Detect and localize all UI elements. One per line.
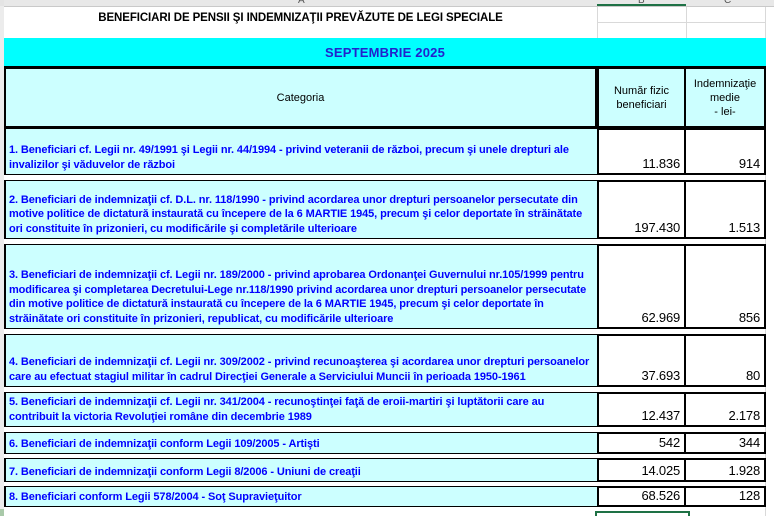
count-value: 12.437 [641,408,680,423]
avg-cell[interactable]: 344 [686,432,766,454]
avg-cell[interactable]: 2.178 [686,392,766,427]
table-row: 5. Beneficiari de indemnizaţii cf. Legii… [4,392,766,432]
avg-value: 1.928 [728,463,760,478]
category-cell[interactable]: 1. Beneficiari cf. Legii nr. 49/1991 şi … [4,128,597,175]
avg-cell[interactable]: 80 [686,334,766,387]
avg-value: 914 [738,156,760,171]
table-row: 3. Beneficiari de indemnizaţii cf. Legii… [4,244,766,334]
column-header-b[interactable]: B [638,0,645,6]
count-cell[interactable]: 62.969 [597,244,686,329]
count-value: 62.969 [641,310,680,325]
avg-cell[interactable]: 914 [686,128,766,175]
avg-cell[interactable]: 856 [686,244,766,329]
category-text: 5. Beneficiari de indemnizaţii cf. Legii… [9,396,545,423]
count-cell[interactable]: 12.437 [597,392,686,427]
category-cell[interactable]: 3. Beneficiari de indemnizaţii cf. Legii… [4,244,597,329]
period-label: SEPTEMBRIE 2025 [324,44,446,60]
header-count-line1: Număr fizic [613,84,669,97]
category-text: 7. Beneficiari de indemnizaţii conform L… [9,465,361,478]
avg-cell[interactable]: 1.513 [686,180,766,239]
category-cell[interactable]: 6. Beneficiari de indemnizaţii conform L… [4,432,597,454]
table-row: 7. Beneficiari de indemnizaţii conform L… [4,458,766,486]
header-avg-line2: medie [710,91,740,104]
gridline [597,22,766,23]
table-row: 4. Beneficiari de indemnizaţii cf. Legii… [4,334,766,392]
sheet-corner [0,0,4,6]
table-body: 1. Beneficiari cf. Legii nr. 49/1991 şi … [4,128,766,509]
category-text: 8. Beneficiari conform Legii 578/2004 - … [9,490,302,503]
avg-value: 80 [745,368,760,383]
count-value: 11.836 [642,156,680,171]
category-cell[interactable]: 2. Beneficiari de indemnizaţii cf. D.L. … [4,180,597,239]
header-cell-indemnizatie[interactable]: Indemnizaţie medie - lei- [686,69,766,128]
header-count-line2: beneficiari [616,98,667,111]
avg-value: 128 [738,488,760,503]
avg-value: 1.513 [728,220,760,235]
table-row: 1. Beneficiari cf. Legii nr. 49/1991 şi … [4,128,766,180]
period-band-cell[interactable]: SEPTEMBRIE 2025 [4,38,766,69]
count-value: 197.430 [634,220,680,235]
count-value: 68.526 [641,488,680,503]
category-text: 2. Beneficiari de indemnizaţii cf. D.L. … [9,193,583,235]
avg-value: 2.178 [728,408,760,423]
avg-value: 856 [738,310,760,325]
selected-column-indicator [597,4,686,6]
header-avg-line1: Indemnizaţie [693,77,757,90]
column-header-a[interactable]: A [298,0,305,6]
count-cell[interactable]: 197.430 [597,180,686,239]
row-header-strip[interactable] [0,6,4,516]
selected-row-indicator [0,509,4,516]
category-cell[interactable]: 7. Beneficiari de indemnizaţii conform L… [4,458,597,482]
avg-value: 344 [738,435,760,450]
category-text: 4. Beneficiari de indemnizaţii cf. Legii… [9,356,590,383]
sheet-title-cell[interactable]: BENEFICIARI DE PENSII ŞI INDEMNIZAŢII PR… [4,6,597,30]
count-cell[interactable]: 11.836 [597,128,686,175]
avg-cell[interactable]: 1.928 [686,458,766,482]
column-header-c[interactable]: C [724,0,732,6]
header-cell-categoria[interactable]: Categoria [4,69,597,128]
category-text: 3. Beneficiari de indemnizaţii cf. Legii… [9,269,587,325]
sheet-title: BENEFICIARI DE PENSII ŞI INDEMNIZAŢII PR… [98,12,503,24]
count-value: 542 [658,435,680,450]
category-text: 1. Beneficiari cf. Legii nr. 49/1991 şi … [9,144,569,171]
header-avg-line3: - lei- [714,105,736,118]
category-cell[interactable]: 5. Beneficiari de indemnizaţii cf. Legii… [4,392,597,427]
column-header-strip[interactable]: A B C [4,0,774,7]
count-cell[interactable]: 542 [597,432,686,454]
category-cell[interactable]: 4. Beneficiari de indemnizaţii cf. Legii… [4,334,597,387]
count-cell[interactable]: 68.526 [597,486,686,507]
avg-cell[interactable]: 128 [686,486,766,507]
count-cell[interactable]: 14.025 [597,458,686,482]
table-row: 8. Beneficiari conform Legii 578/2004 - … [4,486,766,509]
table-row: 6. Beneficiari de indemnizaţii conform L… [4,432,766,458]
header-cell-numar-fizic[interactable]: Număr fizic beneficiari [597,69,686,128]
count-cell[interactable]: 37.693 [597,334,686,387]
category-cell[interactable]: 8. Beneficiari conform Legii 578/2004 - … [4,486,597,507]
count-value: 14.025 [641,463,680,478]
header-categoria-label: Categoria [276,91,325,104]
table-row: 2. Beneficiari de indemnizaţii cf. D.L. … [4,180,766,244]
category-text: 6. Beneficiari de indemnizaţii conform L… [9,437,320,450]
count-value: 37.693 [641,368,680,383]
benefits-table: SEPTEMBRIE 2025 Categoria Număr fizic be… [4,0,766,516]
selected-cell-outline[interactable] [595,511,690,516]
